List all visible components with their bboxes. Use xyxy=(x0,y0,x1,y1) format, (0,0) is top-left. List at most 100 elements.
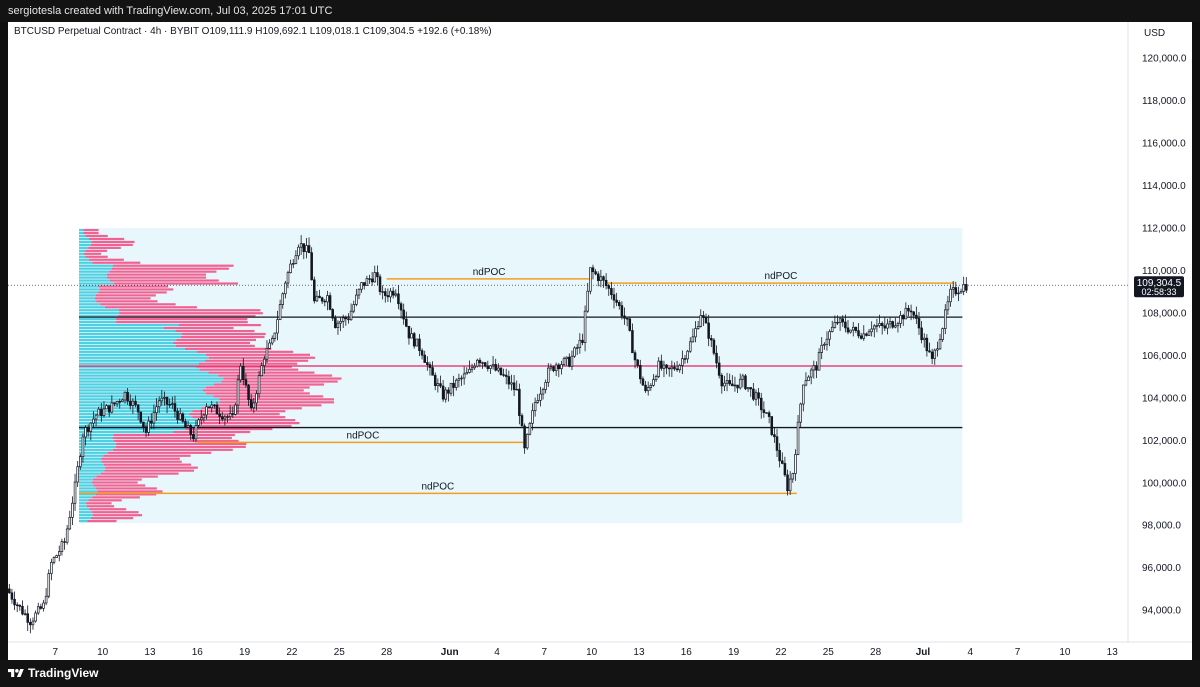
time-tick-label: 4 xyxy=(494,647,500,658)
volume-row-sell xyxy=(200,422,300,425)
candle xyxy=(612,287,616,309)
candle-body xyxy=(802,384,805,405)
candle xyxy=(228,405,232,420)
candle xyxy=(328,292,332,311)
candle-body xyxy=(139,411,143,423)
volume-row-buy xyxy=(78,252,84,255)
candle-body xyxy=(178,413,182,420)
candle xyxy=(131,398,135,414)
candle xyxy=(702,311,705,326)
candle-body xyxy=(118,400,122,403)
price-tick-label: 102,000.0 xyxy=(1142,436,1187,447)
volume-row-buy xyxy=(78,371,209,374)
candle xyxy=(113,402,116,407)
candle-body xyxy=(510,382,513,385)
candle xyxy=(257,371,261,399)
candle-body xyxy=(717,362,721,376)
candle-body xyxy=(239,365,242,381)
candle xyxy=(741,373,745,388)
candle xyxy=(15,602,19,613)
volume-row-buy xyxy=(78,442,116,445)
candle xyxy=(894,317,897,329)
candle-body xyxy=(589,267,592,292)
volume-row-sell xyxy=(164,326,234,330)
candle xyxy=(34,610,37,623)
candle-body xyxy=(449,382,453,394)
candle xyxy=(886,318,889,335)
candle-body xyxy=(189,425,192,435)
candle-body xyxy=(962,284,965,292)
candle xyxy=(817,348,821,371)
candle xyxy=(163,391,166,406)
candle-body xyxy=(410,333,413,339)
candle-body xyxy=(276,319,279,334)
candle xyxy=(525,433,529,450)
volume-row-sell xyxy=(96,475,158,478)
candle xyxy=(731,375,734,387)
candle xyxy=(423,350,426,363)
candle-body xyxy=(194,424,198,440)
volume-row-buy xyxy=(78,436,113,440)
volume-row-sell xyxy=(192,416,286,419)
time-tick-label: 22 xyxy=(775,647,787,658)
volume-row-sell xyxy=(184,347,272,350)
branding-bar: TradingView xyxy=(0,660,1200,687)
candle-body xyxy=(786,474,789,492)
volume-row-sell xyxy=(116,321,248,324)
candle xyxy=(326,290,329,311)
candle-body xyxy=(628,318,632,331)
candle xyxy=(97,406,100,416)
candle xyxy=(55,554,58,558)
volume-row-sell xyxy=(176,338,257,342)
candle-body xyxy=(307,245,311,254)
volume-row-sell xyxy=(104,469,195,472)
candle-body xyxy=(704,317,708,324)
candle-body xyxy=(131,400,135,406)
candle-body xyxy=(904,307,908,320)
volume-row-sell xyxy=(100,303,176,306)
candle xyxy=(568,353,571,368)
candle-body xyxy=(281,293,285,305)
candle xyxy=(260,362,263,377)
candle xyxy=(704,313,708,324)
price-chart[interactable]: ndPOC ndPOC ndPOC ndPOC USD 94,000.0 96,000.0 9… xyxy=(8,22,1192,660)
candle-body xyxy=(499,367,503,375)
volume-row-buy xyxy=(78,374,219,377)
candle-body xyxy=(773,434,776,438)
candle xyxy=(481,361,484,369)
candle-body xyxy=(73,481,77,504)
candle-body xyxy=(231,413,235,415)
candle-body xyxy=(202,414,206,419)
volume-row-buy xyxy=(78,520,88,523)
candle xyxy=(357,288,361,300)
candle xyxy=(809,367,813,385)
candle-body xyxy=(728,380,731,385)
volume-row-sell xyxy=(112,436,232,440)
candle-body xyxy=(528,422,532,435)
chart-panel[interactable]: ndPOC ndPOC ndPOC ndPOC USD 94,000.0 96,000.0 9… xyxy=(8,22,1192,660)
volume-row-sell xyxy=(83,252,102,255)
candle xyxy=(420,348,424,360)
candle xyxy=(178,407,182,421)
candle-body xyxy=(142,421,145,428)
volume-row-sell xyxy=(185,427,273,431)
candle xyxy=(436,378,440,393)
candle-body xyxy=(357,288,361,296)
candle-body xyxy=(541,389,545,395)
volume-row-buy xyxy=(78,240,92,244)
candle xyxy=(302,243,306,260)
candle-body xyxy=(949,288,952,303)
candle xyxy=(349,303,353,321)
candle-body xyxy=(888,321,892,325)
candle xyxy=(762,401,766,418)
candle-body xyxy=(44,595,48,604)
candle xyxy=(933,348,937,365)
last-price-badge-bg xyxy=(1134,276,1184,298)
price-tick-label: 94,000.0 xyxy=(1142,606,1181,617)
volume-profile-rows xyxy=(78,228,342,523)
candle-body xyxy=(107,405,111,413)
candle xyxy=(520,413,524,427)
candle xyxy=(838,316,842,331)
candle-body xyxy=(136,404,140,413)
candle xyxy=(26,605,29,632)
